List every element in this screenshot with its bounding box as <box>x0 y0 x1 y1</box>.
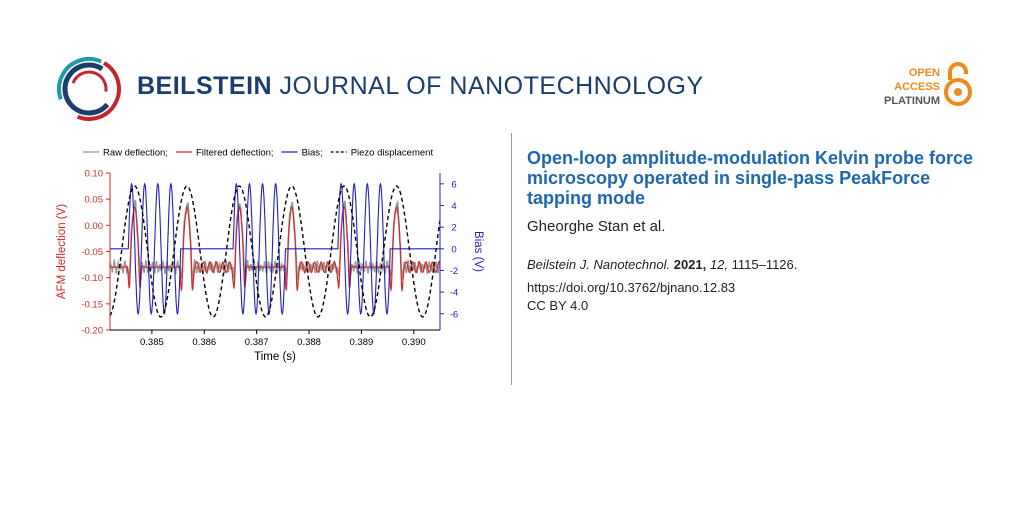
y-left-tick-label: -0.05 <box>81 247 103 258</box>
chart-legend: Raw deflection; Filtered deflection; Bias;… <box>83 148 433 159</box>
y-left-tick-label: -0.10 <box>81 273 103 284</box>
oa-line2: ACCESS <box>894 81 940 93</box>
y-right-tick-label: 6 <box>451 179 456 190</box>
plot-area <box>109 182 441 318</box>
beilstein-logo-icon <box>57 57 121 121</box>
chart-axes: 0.10 0.05 0.00 -0.05 -0.10 -0.15 -0.20 6 4 2 0 -2 -4… <box>56 169 484 364</box>
oa-line1: OPEN <box>908 67 940 79</box>
authors: Gheorghe Stan et al. <box>527 218 666 235</box>
open-lock-icon <box>944 62 972 106</box>
y-left-tick-label: -0.20 <box>81 326 103 337</box>
y-right-tick-label: 4 <box>451 201 456 212</box>
citation-year: 2021, <box>673 257 707 272</box>
y-right-tick-label: -6 <box>450 309 458 320</box>
y-right-tick-label: 0 <box>451 244 456 255</box>
journal-name: BEILSTEIN JOURNAL OF NANOTECHNOLOGY <box>137 72 704 101</box>
article-title[interactable]: Open-loop amplitude-modulation Kelvin pr… <box>527 148 974 208</box>
legend-label: Piezo displacement <box>351 148 434 159</box>
citation-journal: Beilstein J. Nanotechnol. <box>527 257 671 272</box>
legend-label: Bias; <box>302 148 323 159</box>
article-meta: Open-loop amplitude-modulation Kelvin pr… <box>527 148 997 313</box>
y-right-tick-label: 2 <box>451 223 456 234</box>
series-bias <box>110 182 440 316</box>
x-tick-label: 0.385 <box>140 337 164 348</box>
open-access-text: OPEN ACCESS PLATINUM <box>884 66 940 108</box>
citation: Beilstein J. Nanotechnol. 2021, 12, 1115… <box>527 257 997 272</box>
figure-chart: Raw deflection; Filtered deflection; Bias;… <box>56 148 484 364</box>
doi-link[interactable]: https://doi.org/10.3762/bjnano.12.83 <box>527 280 736 295</box>
journal-name-rest: JOURNAL OF NANOTECHNOLOGY <box>279 72 704 100</box>
x-tick-label: 0.390 <box>402 337 426 348</box>
y-left-tick-label: 0.00 <box>85 221 104 232</box>
vertical-divider <box>511 133 512 385</box>
x-tick-label: 0.388 <box>297 337 321 348</box>
legend-label: Filtered deflection; <box>196 148 274 159</box>
x-tick-label: 0.387 <box>245 337 269 348</box>
x-tick-label: 0.386 <box>192 337 216 348</box>
journal-name-bold: BEILSTEIN <box>137 72 273 100</box>
legend-label: Raw deflection; <box>103 148 168 159</box>
oa-line3: PLATINUM <box>883 95 940 107</box>
y-right-axis-title: Bias (V) <box>472 231 484 272</box>
license: CC BY 4.0 <box>527 298 589 313</box>
x-tick-label: 0.389 <box>350 337 374 348</box>
citation-pages: 1115–1126. <box>731 257 798 272</box>
y-left-axis-title: AFM deflection (V) <box>56 204 68 299</box>
y-left-tick-label: 0.05 <box>85 195 104 206</box>
journal-header: BEILSTEIN JOURNAL OF NANOTECHNOLOGY <box>55 55 703 125</box>
y-right-tick-label: -4 <box>450 288 458 299</box>
series-raw-deflection <box>109 199 441 283</box>
y-left-tick-label: 0.10 <box>85 169 104 180</box>
open-access-badge: OPEN ACCESS PLATINUM <box>850 62 980 112</box>
y-right-tick-label: -2 <box>450 266 458 277</box>
series-piezo-displacement <box>109 185 441 318</box>
y-left-tick-label: -0.15 <box>81 299 103 310</box>
series-filtered-deflection <box>110 206 441 293</box>
citation-volume: 12, <box>709 257 728 272</box>
x-axis-title: Time (s) <box>254 351 296 363</box>
